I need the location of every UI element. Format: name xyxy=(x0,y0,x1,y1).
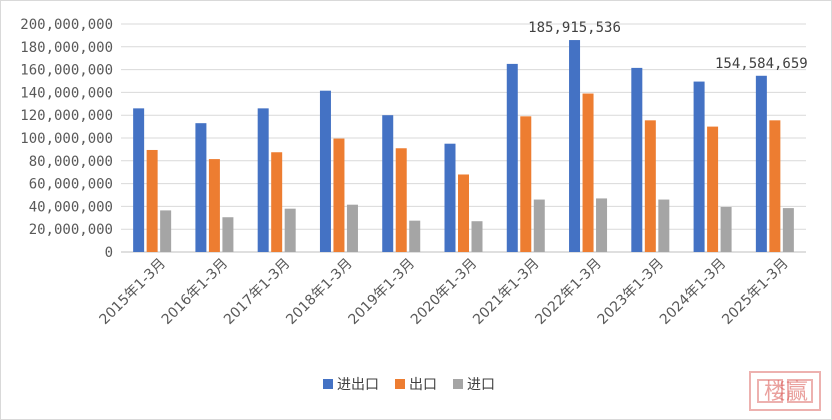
y-tick-label: 160,000,000 xyxy=(20,63,113,79)
bar-import xyxy=(222,217,234,252)
legend-label: 进出口 xyxy=(337,377,379,393)
y-tick-label: 20,000,000 xyxy=(29,222,113,238)
y-tick-label: 60,000,000 xyxy=(29,177,113,193)
bar-total xyxy=(506,63,518,253)
y-tick-label: 80,000,000 xyxy=(29,154,113,170)
bar-total xyxy=(133,108,145,252)
legend-label: 进口 xyxy=(467,377,495,393)
bar-total xyxy=(631,67,643,252)
bar-export xyxy=(520,116,532,252)
bar-export xyxy=(458,174,469,252)
bar-import xyxy=(533,199,545,252)
y-tick-label: 0 xyxy=(105,245,113,261)
bar-import xyxy=(658,199,670,252)
y-tick-label: 120,000,000 xyxy=(20,108,113,124)
bar-export xyxy=(146,149,158,252)
bar-total xyxy=(693,81,705,252)
y-tick-label: 140,000,000 xyxy=(20,85,113,101)
bar-export xyxy=(582,93,594,252)
bar-total xyxy=(195,123,207,253)
bar-total xyxy=(569,40,581,252)
data-label: 185,915,536 xyxy=(528,20,621,36)
bar-total xyxy=(755,75,767,252)
bar-export xyxy=(208,159,220,252)
watermark-text: 楼赢 xyxy=(764,380,808,405)
bar-export xyxy=(271,152,283,252)
legend-swatch xyxy=(453,379,463,389)
bar-import xyxy=(284,208,296,252)
bar-import xyxy=(596,198,608,252)
y-tick-label: 180,000,000 xyxy=(20,40,113,56)
bar-total xyxy=(444,143,456,252)
legend-swatch xyxy=(323,379,333,389)
bar-export xyxy=(395,148,407,252)
bar-import xyxy=(346,204,358,252)
bar-total xyxy=(319,90,331,252)
bar-import xyxy=(409,220,421,252)
bar-import xyxy=(782,208,794,252)
bar-total xyxy=(382,115,394,252)
bar-import xyxy=(720,206,732,252)
bar-export xyxy=(644,120,656,252)
legend-swatch xyxy=(395,379,405,389)
bar-import xyxy=(471,221,483,252)
bar-export xyxy=(769,120,781,252)
bar-export xyxy=(333,138,345,252)
data-label: 154,584,659 xyxy=(715,56,808,72)
y-tick-label: 200,000,000 xyxy=(20,17,113,33)
watermark-stamp xyxy=(749,371,821,411)
x-tick-label: 2025年1-3月 xyxy=(719,256,791,328)
legend-label: 出口 xyxy=(409,377,437,393)
bar-total xyxy=(257,108,269,252)
bar-export xyxy=(707,126,719,252)
y-tick-label: 40,000,000 xyxy=(29,199,113,215)
bar-import xyxy=(160,210,172,252)
y-tick-label: 100,000,000 xyxy=(20,131,113,147)
